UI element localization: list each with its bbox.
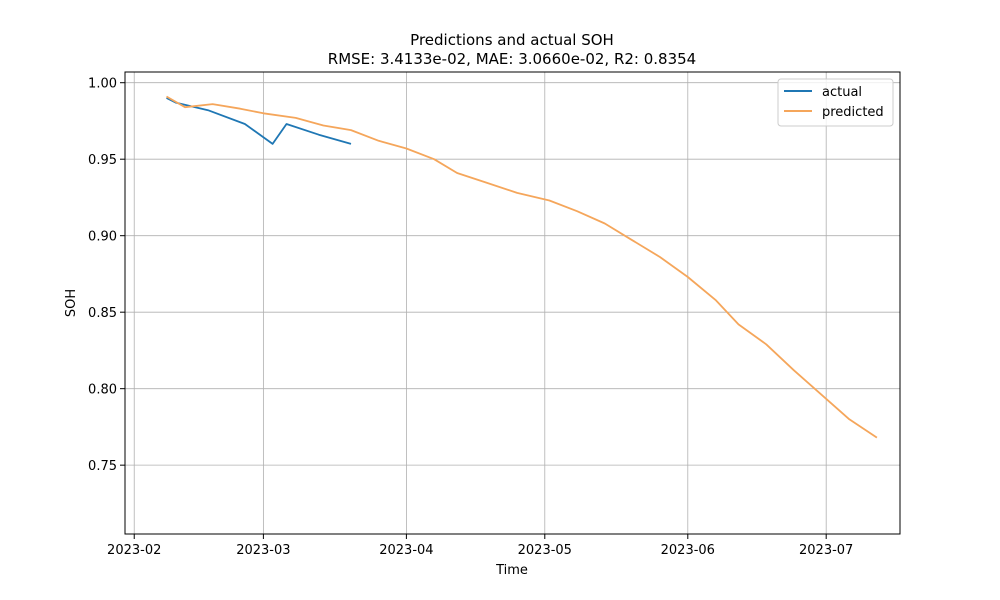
x-axis-label: Time: [495, 563, 528, 578]
plot-frame: [124, 71, 901, 535]
series-layer: [166, 95, 878, 439]
x-tick-label: 2023-07: [799, 543, 853, 558]
legend-label-actual: actual: [822, 85, 862, 100]
legend-label-predicted: predicted: [822, 105, 884, 120]
chart-subtitle: RMSE: 3.4133e-02, MAE: 3.0660e-02, R2: 0…: [328, 50, 696, 68]
y-tick-label: 0.90: [88, 230, 117, 245]
x-tick-label: 2023-02: [107, 543, 161, 558]
x-tick-label: 2023-03: [236, 543, 290, 558]
x-tick-label: 2023-04: [379, 543, 433, 558]
y-tick-label: 0.80: [88, 383, 117, 398]
chart-title: Predictions and actual SOH: [410, 31, 614, 49]
x-tick-label: 2023-05: [518, 543, 572, 558]
y-tick-label: 0.85: [88, 306, 117, 321]
y-tick-label: 1.00: [88, 77, 117, 92]
y-tick-label: 0.95: [88, 153, 117, 168]
series-line-actual: [166, 97, 352, 145]
tick-layer: 2023-02 2023-03 2023-04 2023-05 2023-06 2023-…: [88, 77, 853, 558]
series-line-predicted: [166, 95, 878, 439]
y-tick-label: 0.75: [88, 459, 117, 474]
x-tick-label: 2023-06: [661, 543, 715, 558]
legend: actual predicted: [777, 78, 894, 127]
y-axis-label: SOH: [64, 289, 79, 317]
